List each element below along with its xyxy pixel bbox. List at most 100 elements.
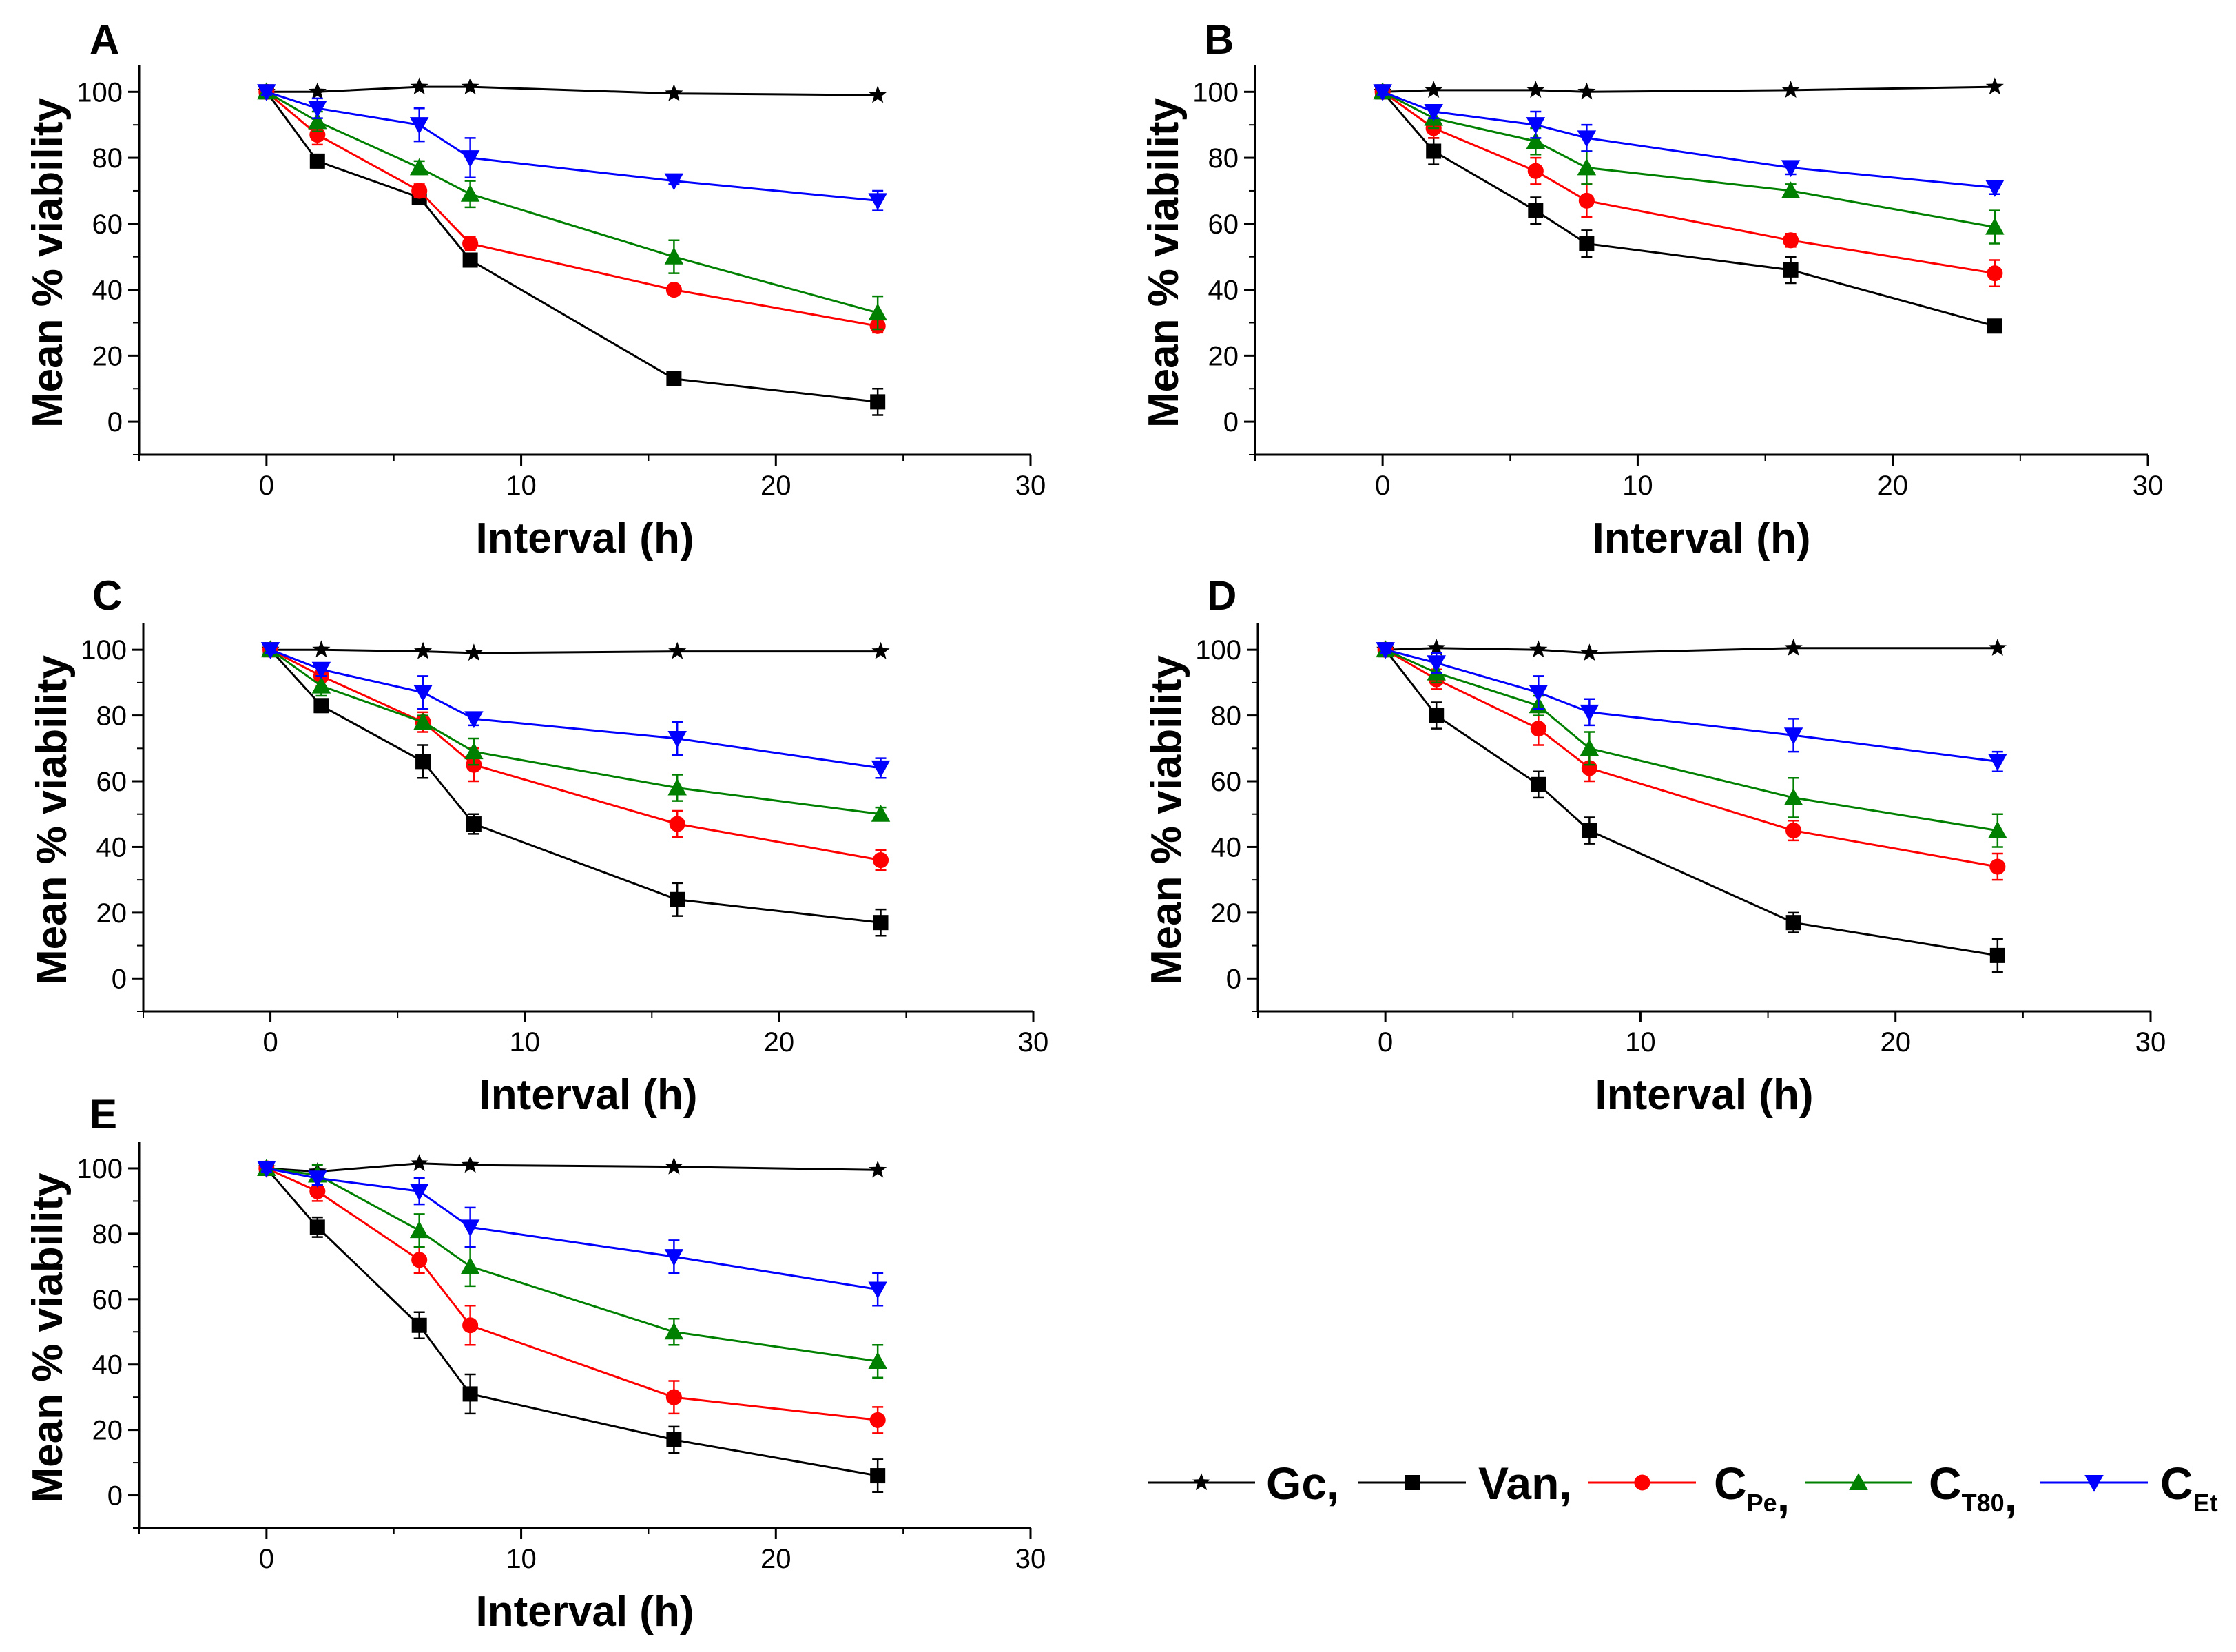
data-point (1987, 265, 2003, 282)
data-point (1783, 262, 1799, 278)
series-line (265, 91, 878, 403)
legend-label: CT80, (1929, 1458, 2017, 1521)
series-line (266, 1162, 878, 1173)
y-tick-label: 0 (107, 1481, 123, 1511)
series-line (269, 648, 881, 816)
legend-marker (2084, 1475, 2104, 1492)
x-axis-title: Interval (h) (1595, 1071, 1814, 1119)
series-cet (1373, 84, 2005, 197)
series-gc (1374, 77, 2004, 100)
y-tick-label: 20 (92, 1416, 123, 1446)
series-line (1381, 91, 1996, 327)
data-point (1425, 81, 1443, 98)
data-point (1985, 180, 2005, 197)
data-point (667, 778, 687, 796)
series-line (266, 90, 878, 202)
x-axis-title: Interval (h) (476, 515, 694, 562)
data-point (464, 711, 484, 729)
data-point (308, 82, 327, 100)
y-tick-label: 100 (1195, 635, 1241, 665)
data-point (413, 712, 433, 730)
x-tick-label: 10 (1625, 1027, 1656, 1057)
data-point (1373, 84, 1392, 102)
data-point (664, 173, 684, 191)
data-point (1781, 160, 1801, 178)
x-tick-label: 30 (2133, 471, 2164, 501)
data-point (668, 641, 687, 659)
data-point (1783, 232, 1799, 249)
y-tick-label: 0 (107, 407, 123, 437)
x-tick-label: 20 (760, 471, 791, 501)
data-point (872, 851, 889, 869)
data-point (666, 1432, 682, 1447)
y-tick-label: 0 (1223, 407, 1239, 437)
series-cpe (258, 83, 886, 334)
y-tick-label: 60 (96, 767, 127, 797)
series-line (265, 1168, 878, 1477)
data-point (868, 1281, 887, 1299)
data-point (665, 83, 683, 101)
y-axis-title: Mean % viability (24, 98, 72, 428)
data-point (308, 112, 327, 130)
x-tick-label: 20 (1880, 1027, 1911, 1057)
data-point (1526, 117, 1546, 134)
x-tick-label: 10 (1622, 471, 1653, 501)
series-ct80 (257, 1159, 887, 1379)
series-line (269, 648, 881, 861)
legend-item-cpe: CPe, (1588, 1458, 1790, 1521)
x-tick-label: 20 (764, 1027, 795, 1057)
data-point (1577, 82, 1596, 100)
y-axis-title: Mean % viability (1143, 655, 1190, 985)
data-point (1580, 643, 1599, 661)
data-point (1785, 823, 1802, 839)
data-point (1424, 104, 1443, 121)
data-point (669, 816, 685, 832)
data-point (1989, 947, 2005, 963)
series-gc (257, 1154, 887, 1179)
data-point (409, 1184, 429, 1201)
legend-label: CPe, (1714, 1458, 1790, 1521)
data-point (869, 1160, 887, 1178)
data-point (868, 1352, 887, 1369)
panel-e: E 0 20 40 60 80 100 0 10 20 30 Interval (h) Mean % v… (24, 1091, 1046, 1635)
series-line (1384, 649, 1998, 957)
data-point (464, 643, 483, 661)
legend-item-gc: Gc, (1148, 1458, 1339, 1509)
data-point (1529, 685, 1549, 702)
x-tick-label: 0 (1378, 1027, 1393, 1057)
data-point (462, 236, 479, 252)
y-tick-label: 0 (1226, 964, 1241, 994)
y-tick-label: 80 (1208, 143, 1239, 174)
data-point (1781, 181, 1801, 198)
panel-label: B (1204, 17, 1234, 63)
x-tick-label: 10 (506, 471, 537, 501)
y-tick-label: 80 (92, 1219, 123, 1250)
data-point (308, 1170, 327, 1188)
legend-item-van: Van, (1358, 1458, 1572, 1509)
data-point (1784, 639, 1803, 656)
series-van (1375, 84, 2002, 334)
panel-d: D 0 20 40 60 80 100 0 10 20 30 Interval (h) Mean % v… (1143, 572, 2166, 1119)
series-gc (1376, 639, 2007, 661)
data-point (1985, 77, 2004, 95)
series-line (266, 1167, 878, 1421)
x-axis-title: Interval (h) (476, 1588, 694, 1635)
data-point (313, 698, 329, 714)
data-point (1580, 704, 1600, 722)
y-tick-label: 100 (76, 77, 123, 107)
data-point (1579, 236, 1595, 251)
y-tick-label: 20 (92, 341, 123, 371)
legend-item-ct80: CT80, (1805, 1458, 2017, 1521)
series-ct80 (1376, 640, 2007, 848)
series-cpe (258, 1160, 886, 1434)
y-tick-label: 60 (92, 209, 123, 240)
y-tick-label: 80 (1211, 701, 1242, 732)
legend-marker (1405, 1475, 1420, 1490)
legend-label: Van, (1478, 1458, 1572, 1509)
data-point (873, 915, 889, 931)
series-van (262, 642, 889, 937)
data-point (461, 1155, 479, 1173)
y-tick-label: 40 (92, 276, 123, 306)
panel-a: A 0 20 40 60 80 100 0 10 20 30 Interval (h) Mean % v… (24, 17, 1046, 562)
